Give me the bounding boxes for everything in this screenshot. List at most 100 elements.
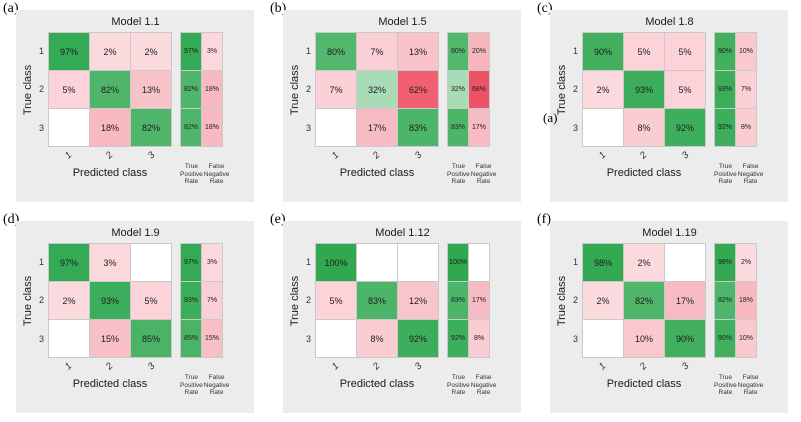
summary-header-line: Positive (447, 170, 470, 178)
panel-label: (d) (3, 212, 20, 227)
summary-header-line: Rate (184, 178, 199, 185)
summary-header-line: False (208, 374, 225, 381)
fnr-cell (469, 244, 489, 281)
fnr-cell: 18% (202, 109, 222, 146)
x-tick-labels: 1 2 3 (582, 147, 706, 164)
matrix-cell (398, 244, 438, 281)
fnr-cell: 3% (202, 244, 222, 281)
chart-title: Model 1.12 (375, 227, 430, 239)
summary-header-line: True (451, 374, 465, 381)
x-axis-label: Predicted class (339, 378, 415, 390)
summary-header-line: True (184, 374, 198, 381)
y-axis-label: True class (556, 275, 568, 326)
summary-header-line: Positive (447, 381, 470, 389)
summary-header-line: True (718, 374, 732, 381)
x-tick-label: 3 (679, 360, 692, 373)
tpr-header: True Positive Rate (180, 358, 203, 409)
y-tick-label: 1 (38, 257, 44, 268)
tpr-cell: 92% (715, 109, 735, 146)
y-tick-label: 3 (572, 122, 578, 133)
matrix-cell: 62% (398, 71, 438, 108)
matrix-cell (316, 320, 356, 357)
tpr-cell: 93% (715, 71, 735, 108)
summary-header-line: Negative (203, 381, 230, 389)
matrix-cell: 13% (398, 33, 438, 70)
column-summary: 90% 10% 93% 7% 92% 8% (714, 32, 757, 147)
summary-headers: True Positive Rate False Negative Rate (714, 358, 763, 409)
y-axis-label-wrap: True class (289, 243, 301, 358)
summary-header-line: Positive (714, 170, 737, 178)
summary-header-line: Rate (451, 389, 466, 396)
x-axis-label: Predicted class (72, 167, 148, 179)
confusion-matrix: 80% 7% 13% 7% 32% 62% 17% 83% (315, 32, 439, 147)
matrix-cell: 80% (316, 33, 356, 70)
summary-header-line: True (718, 163, 732, 170)
column-summary: 100% 83% 17% 92% 8% (447, 243, 490, 358)
summary-headers: True Positive Rate False Negative Rate (180, 358, 229, 409)
tpr-header: True Positive Rate (180, 147, 203, 198)
matrix-cell: 5% (665, 33, 705, 70)
summary-header-line: Negative (470, 381, 497, 389)
tpr-cell: 97% (181, 33, 201, 70)
summary-header-line: Positive (180, 170, 203, 178)
x-tick-labels: 1 2 3 (48, 358, 172, 375)
summary-header-line: False (208, 163, 225, 170)
tpr-cell: 82% (181, 71, 201, 108)
summary-headers: True Positive Rate False Negative Rate (180, 147, 229, 198)
confusion-panel: (a) Model 1.1 True class 1 2 3 97% 2% 2% 5% 82% 13%… (0, 0, 267, 211)
y-axis-label: True class (22, 64, 34, 115)
matrix-cell: 83% (357, 282, 397, 319)
tpr-cell: 100% (448, 244, 468, 281)
tpr-cell: 93% (181, 282, 201, 319)
summary-header-line: Rate (718, 178, 733, 185)
tpr-cell: 90% (715, 33, 735, 70)
matrix-cell: 2% (583, 71, 623, 108)
matrix-cell: 17% (357, 109, 397, 146)
tpr-header: True Positive Rate (447, 147, 470, 198)
fnr-header: False Negative Rate (738, 147, 764, 198)
y-tick-label: 2 (572, 84, 578, 95)
matrix-cell (357, 244, 397, 281)
x-tick-wrap: 1 (48, 147, 89, 164)
matrix-cell: 98% (583, 244, 623, 281)
tpr-header: True Positive Rate (447, 358, 470, 409)
y-tick-label: 2 (572, 295, 578, 306)
tpr-cell: 97% (181, 244, 201, 281)
confusion-matrix: 98% 2% 2% 82% 17% 10% 90% (582, 243, 706, 358)
x-tick-label: 3 (145, 149, 158, 162)
summary-header-line: Rate (743, 178, 758, 185)
y-tick-labels: 1 2 3 (34, 243, 48, 358)
y-tick-labels: 1 2 3 (568, 32, 582, 147)
y-axis-label-wrap: True class (22, 32, 34, 147)
fnr-header: False Negative Rate (204, 358, 230, 409)
matrix-cell: 7% (357, 33, 397, 70)
panel-label: (b) (270, 1, 287, 16)
matrix-cell (583, 109, 623, 146)
confusion-panel: (f) Model 1.19 True class 1 2 3 98% 2% 2% 82% 17% 1… (534, 211, 801, 422)
y-tick-label: 1 (305, 257, 311, 268)
confusion-panel: (d) Model 1.9 True class 1 2 3 97% 3% 2% 93% 5% 15%… (0, 211, 267, 422)
confusion-panel: (b) Model 1.5 True class 1 2 3 80% 7% 13% 7% 32% 62… (267, 0, 534, 211)
matrix-cell: 5% (131, 282, 171, 319)
summary-header-line: Positive (180, 381, 203, 389)
matrix-cell: 97% (49, 244, 89, 281)
fnr-cell: 18% (736, 282, 756, 319)
y-tick-label: 3 (38, 122, 44, 133)
matrix-cell (316, 109, 356, 146)
panel-label: (e) (270, 212, 286, 227)
y-axis-label: True class (22, 275, 34, 326)
summary-header-line: False (475, 374, 492, 381)
summary-header-line: False (742, 374, 759, 381)
y-tick-label: 2 (305, 84, 311, 95)
x-tick-label: 3 (412, 149, 425, 162)
x-tick-label: 2 (104, 360, 116, 373)
x-tick-label: 2 (638, 360, 650, 373)
confusion-matrix: 97% 3% 2% 93% 5% 15% 85% (48, 243, 172, 358)
matrix-cell: 15% (90, 320, 130, 357)
confusion-matrix: 97% 2% 2% 5% 82% 13% 18% 82% (48, 32, 172, 147)
matrix-cell: 18% (90, 109, 130, 146)
matrix-cell: 10% (624, 320, 664, 357)
chart-area: Model 1.5 True class 1 2 3 80% 7% 13% 7% 32% 62% 17… (283, 10, 521, 202)
x-tick-label: 1 (329, 149, 342, 162)
